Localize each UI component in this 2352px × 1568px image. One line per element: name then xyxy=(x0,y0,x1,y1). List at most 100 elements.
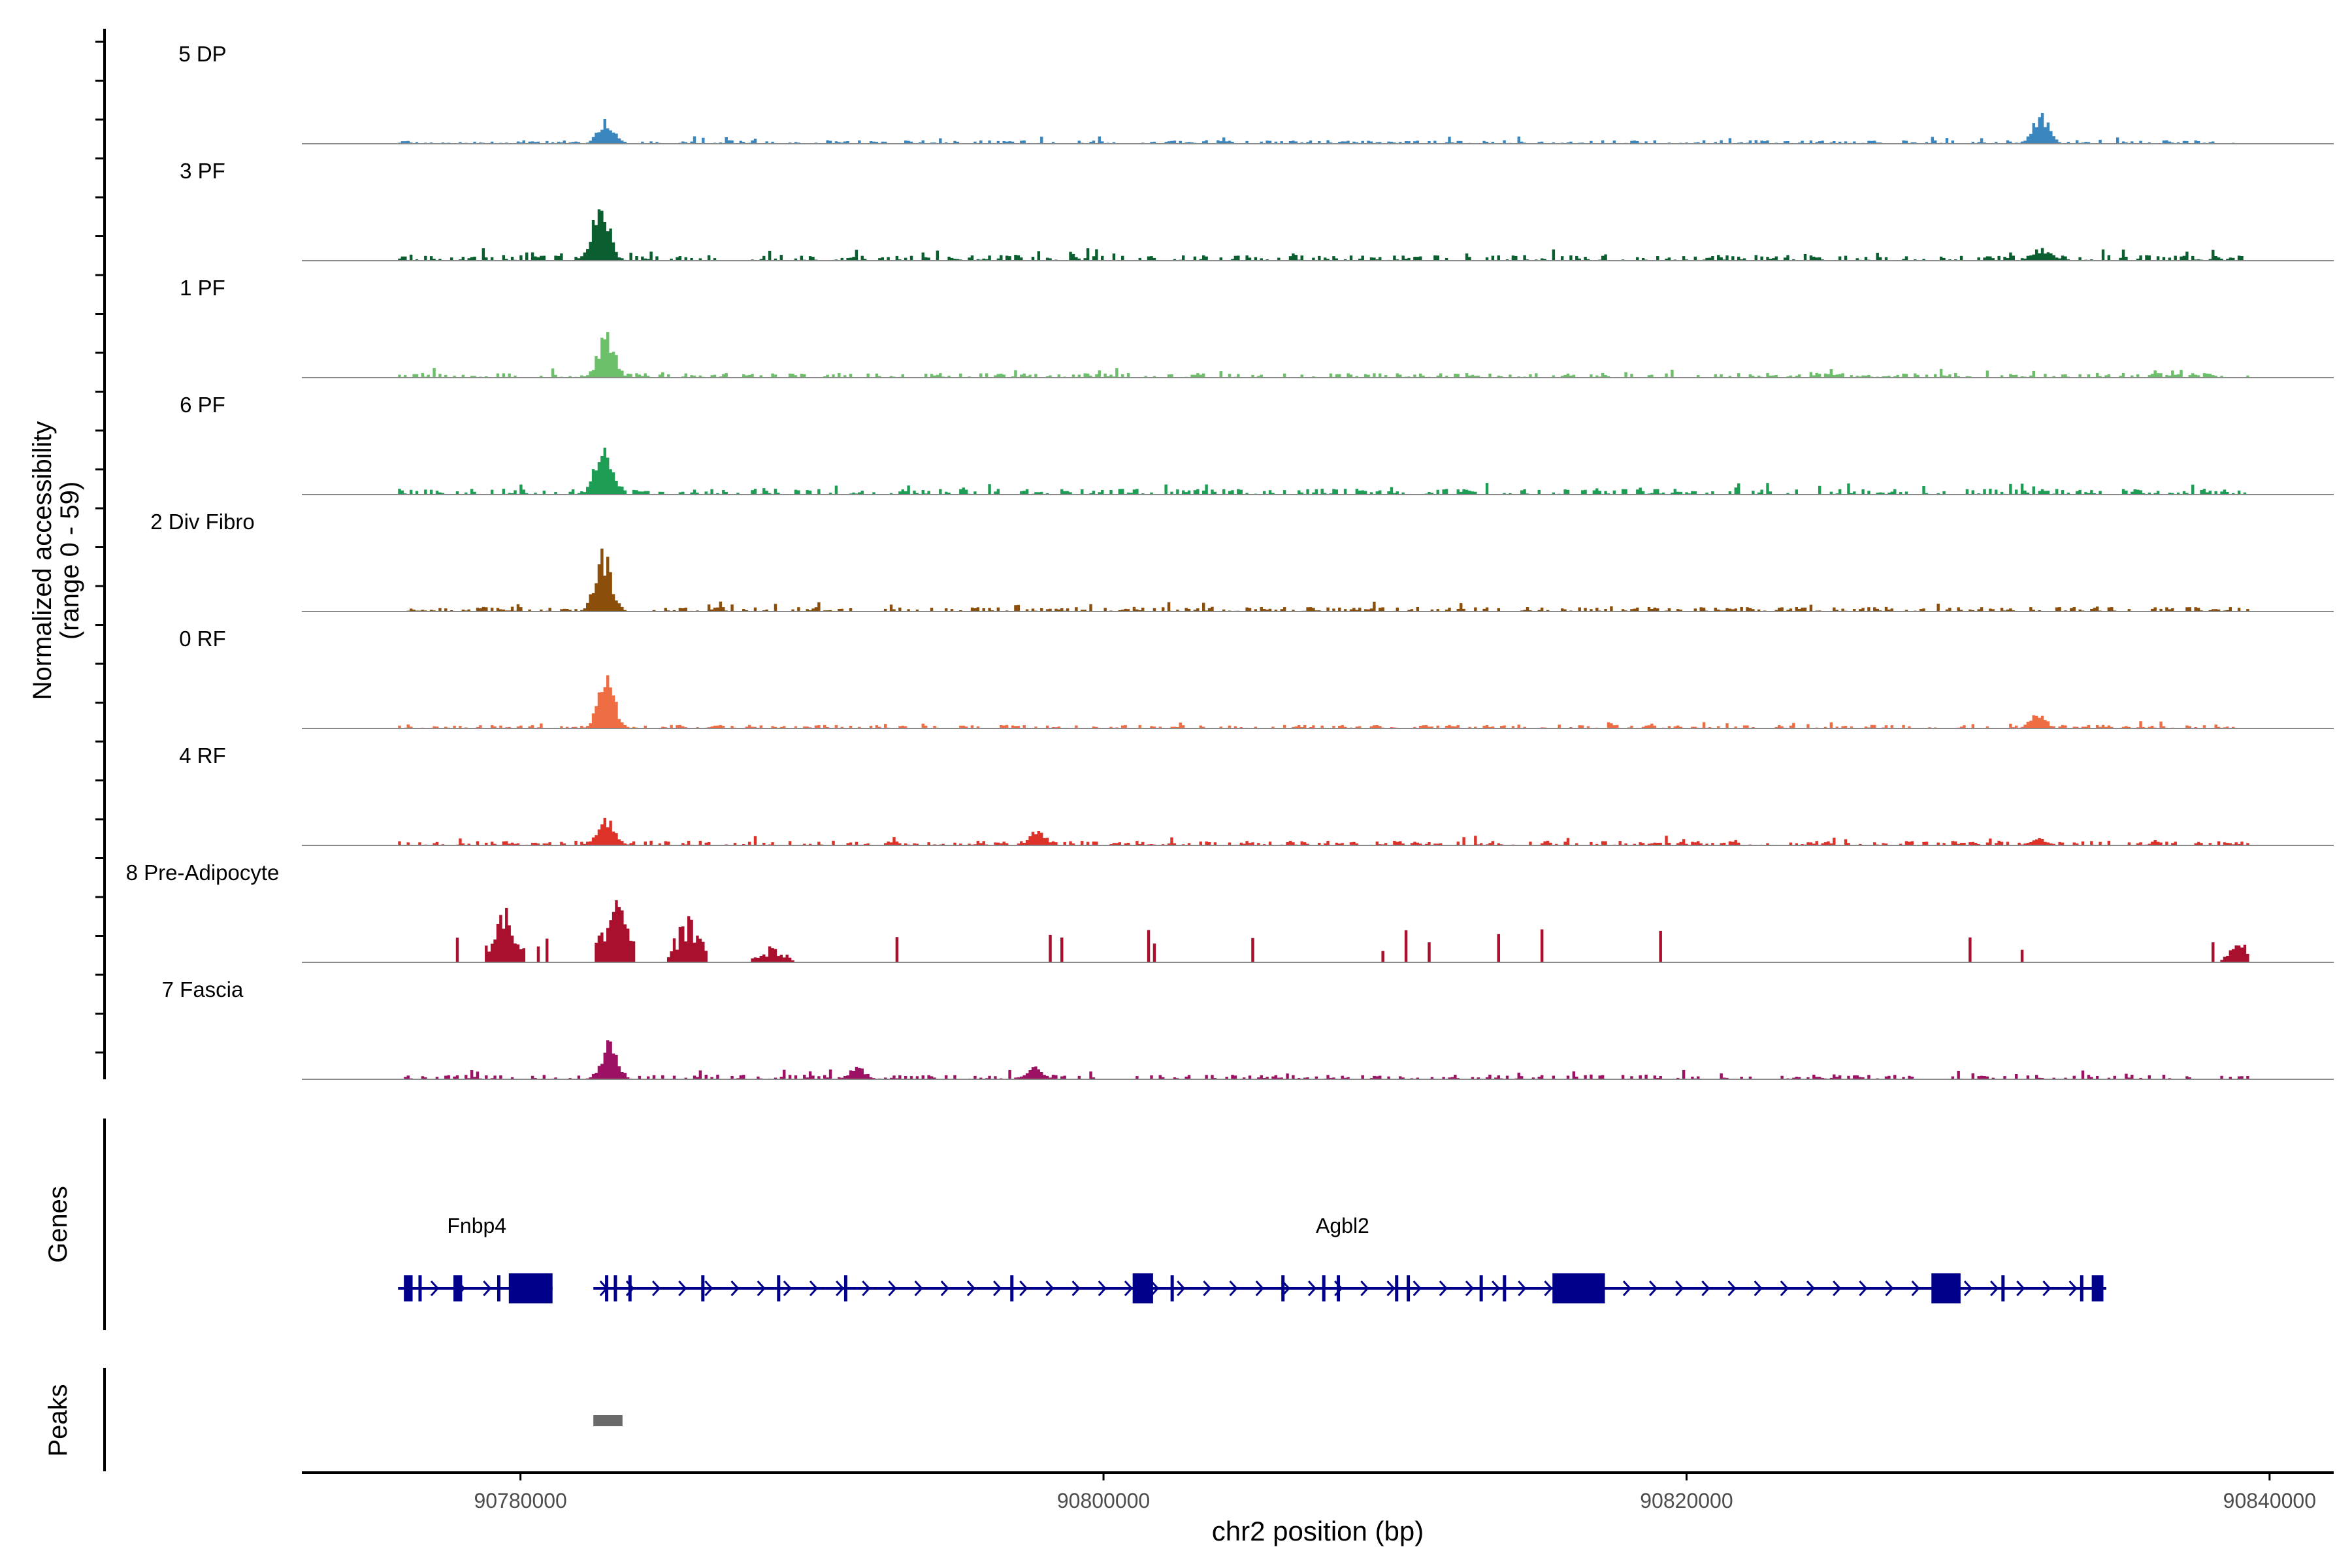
gene-strand-arrow xyxy=(1911,1280,1920,1297)
gene-exon xyxy=(2080,1275,2083,1301)
gene-strand-arrow xyxy=(1439,1280,1448,1297)
gene-exon xyxy=(1395,1275,1399,1301)
gene-exon xyxy=(628,1275,632,1301)
gene-strand-arrow xyxy=(1360,1280,1369,1297)
track-2: 3 PF xyxy=(180,159,2334,261)
gene-strand-arrow xyxy=(1806,1280,1816,1297)
gene-strand-arrow xyxy=(430,1280,440,1297)
coverage-tracks: 5 DP 3 PF 1 PF 6 PF 2 Div Fibro 0 RF 4 RF 8 Pre… xyxy=(126,42,2334,1080)
track-label: 1 PF xyxy=(180,276,225,300)
gene-exon xyxy=(613,1275,617,1301)
gene-strand-arrow xyxy=(1780,1280,1789,1297)
track-label: 7 Fascia xyxy=(162,977,244,1002)
gene-models: Fnbp4 Agbl2 xyxy=(398,1214,2106,1303)
track-label: 6 PF xyxy=(180,393,225,417)
gene-strand-arrow xyxy=(809,1280,819,1297)
track-3: 1 PF xyxy=(180,276,2334,378)
gene-exon xyxy=(605,1275,609,1301)
gene-strand-arrow xyxy=(1544,1280,1553,1297)
gene-strand-arrow xyxy=(914,1280,923,1297)
gene-exon xyxy=(404,1275,413,1301)
gene-exon xyxy=(2001,1275,2005,1301)
gene-strand-arrow xyxy=(1701,1280,1710,1297)
x-axis: 90780000 90800000 90820000 90840000 chr2 po… xyxy=(302,1471,2334,1546)
genes-label: Genes xyxy=(44,1186,73,1263)
gene-strand-arrow xyxy=(1281,1280,1290,1297)
gene-strand-arrow xyxy=(730,1280,740,1297)
coverage-y-axis-range: (range 0 - 59) xyxy=(56,482,84,640)
track-4: 6 PF xyxy=(180,393,2334,495)
gene-strand-arrow xyxy=(678,1280,687,1297)
gene-strand-arrow xyxy=(1518,1280,1527,1297)
gene-exon xyxy=(497,1275,500,1301)
gene-strand-arrow xyxy=(757,1280,766,1297)
gene-name-label: Agbl2 xyxy=(1316,1214,1369,1237)
gene-strand-arrow xyxy=(783,1280,792,1297)
gene-exon xyxy=(1931,1273,1961,1303)
gene-strand-arrow xyxy=(1833,1280,1842,1297)
gene-exon xyxy=(843,1275,847,1301)
gene-strand-arrow xyxy=(1229,1280,1238,1297)
track-label: 8 Pre-Adipocyte xyxy=(126,860,280,885)
gene-exon xyxy=(1170,1275,1174,1301)
peaks-label: Peaks xyxy=(44,1384,73,1456)
gene-strand-arrow xyxy=(1019,1280,1028,1297)
track-6: 0 RF xyxy=(179,627,2334,729)
gene-exon xyxy=(508,1273,553,1303)
gene-strand-arrow xyxy=(1098,1280,1107,1297)
track-8: 8 Pre-Adipocyte xyxy=(126,860,2334,963)
gene-strand-arrow xyxy=(966,1280,976,1297)
gene-strand-arrow xyxy=(1071,1280,1081,1297)
coverage-y-axis: Normalized accessibility (range 0 - 59) xyxy=(28,29,106,1079)
x-tick-label: 90780000 xyxy=(474,1489,566,1512)
gene-exon xyxy=(1337,1275,1341,1301)
gene-strand-arrow xyxy=(1124,1280,1133,1297)
gene-strand-arrow xyxy=(1255,1280,1264,1297)
gene-exon xyxy=(2091,1275,2104,1301)
gene-agbl2: Agbl2 xyxy=(593,1214,2106,1303)
gene-strand-arrow xyxy=(2016,1280,2025,1297)
gene-exon xyxy=(701,1275,705,1301)
coverage-y-ticks xyxy=(95,41,105,1054)
track-label: 3 PF xyxy=(180,159,225,183)
gene-strand-arrow xyxy=(862,1280,871,1297)
track-9: 7 Fascia xyxy=(162,977,2334,1080)
track-coverage-area xyxy=(398,1040,2249,1079)
track-label: 5 DP xyxy=(178,42,226,66)
track-coverage-area xyxy=(398,817,2249,845)
gene-strand-arrow xyxy=(940,1280,949,1297)
peak-regions xyxy=(593,1415,623,1426)
gene-strand-arrow xyxy=(652,1280,661,1297)
track-label: 4 RF xyxy=(179,743,226,768)
gene-strand-arrow xyxy=(1675,1280,1684,1297)
gene-strand-arrow xyxy=(836,1280,845,1297)
gene-strand-arrow xyxy=(483,1280,492,1297)
gene-exon xyxy=(1322,1275,1326,1301)
gene-strand-arrow xyxy=(1492,1280,1501,1297)
gene-exon xyxy=(1407,1275,1411,1301)
gene-strand-arrow xyxy=(1413,1280,1422,1297)
gene-strand-arrow xyxy=(1307,1280,1317,1297)
gene-strand-arrow xyxy=(1177,1280,1186,1297)
gene-exon xyxy=(777,1275,781,1301)
gene-strand-arrow xyxy=(888,1280,897,1297)
gene-strand-arrow xyxy=(2042,1280,2051,1297)
peak-region xyxy=(593,1415,623,1426)
x-tick-label: 90800000 xyxy=(1057,1489,1150,1512)
gene-strand-arrow xyxy=(1727,1280,1737,1297)
gene-strand-arrow xyxy=(1885,1280,1894,1297)
gene-strand-arrow xyxy=(1203,1280,1212,1297)
gene-exon xyxy=(418,1275,422,1301)
gene-strand-arrow xyxy=(1859,1280,1868,1297)
x-axis-ticks: 90780000 90800000 90820000 90840000 xyxy=(474,1473,2316,1512)
gene-strand-arrow xyxy=(2068,1280,2078,1297)
x-tick-label: 90840000 xyxy=(2223,1489,2316,1512)
gene-exon xyxy=(1552,1273,1605,1303)
genes-panel: Genes Fnbp4 Agbl2 xyxy=(44,1119,2106,1330)
gene-strand-arrow xyxy=(1649,1280,1658,1297)
gene-strand-arrow xyxy=(1045,1280,1054,1297)
gene-exon xyxy=(453,1275,463,1301)
x-tick-label: 90820000 xyxy=(1640,1489,1733,1512)
